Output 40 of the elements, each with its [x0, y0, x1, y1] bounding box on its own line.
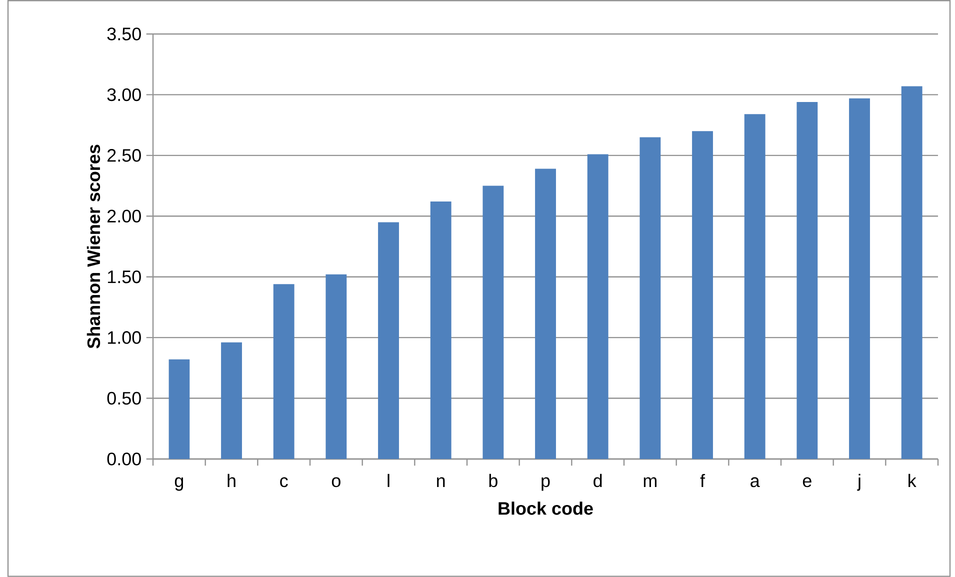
y-tick-label: 0.50 — [107, 392, 141, 405]
bar — [482, 186, 504, 459]
x-tick-label: j — [857, 474, 860, 491]
x-axis-title: Block code — [498, 502, 593, 515]
x-tick-label: g — [174, 477, 184, 491]
x-tick-label: l — [388, 474, 390, 487]
x-tick-label: n — [437, 477, 445, 487]
bar — [587, 154, 608, 459]
bar — [849, 98, 870, 459]
y-tick-label: 1.50 — [108, 270, 141, 284]
bar — [326, 274, 347, 459]
bar — [168, 359, 190, 459]
x-tick-label: a — [750, 477, 760, 488]
bar — [273, 284, 294, 459]
y-tick-label: 2.00 — [108, 210, 141, 222]
y-tick-label: 2.50 — [108, 149, 141, 162]
x-tick-label: b — [489, 474, 498, 488]
bar — [692, 131, 713, 459]
x-tick-label: e — [802, 477, 812, 488]
x-tick-label: o — [332, 477, 340, 488]
y-tick-label: 3.50 — [107, 28, 141, 40]
bar — [221, 342, 242, 459]
y-tick-label: 3.00 — [107, 88, 141, 102]
x-tick-label: p — [542, 477, 550, 491]
bar — [430, 202, 452, 459]
y-axis-title: Shannon Wiener scores — [86, 144, 100, 348]
y-tick-label: 1.00 — [108, 331, 141, 344]
x-tick-label: f — [700, 474, 706, 487]
bar — [796, 102, 818, 459]
bar — [378, 222, 399, 459]
x-tick-label: h — [228, 474, 236, 487]
bar — [640, 137, 661, 459]
x-tick-label: m — [644, 477, 656, 487]
bar — [535, 168, 556, 459]
x-tick-label: c — [280, 477, 288, 488]
bar — [744, 114, 766, 459]
x-tick-label: d — [594, 474, 602, 488]
x-tick-label: k — [908, 474, 916, 487]
bar — [901, 86, 922, 459]
y-tick-label: 0.00 — [107, 452, 141, 466]
